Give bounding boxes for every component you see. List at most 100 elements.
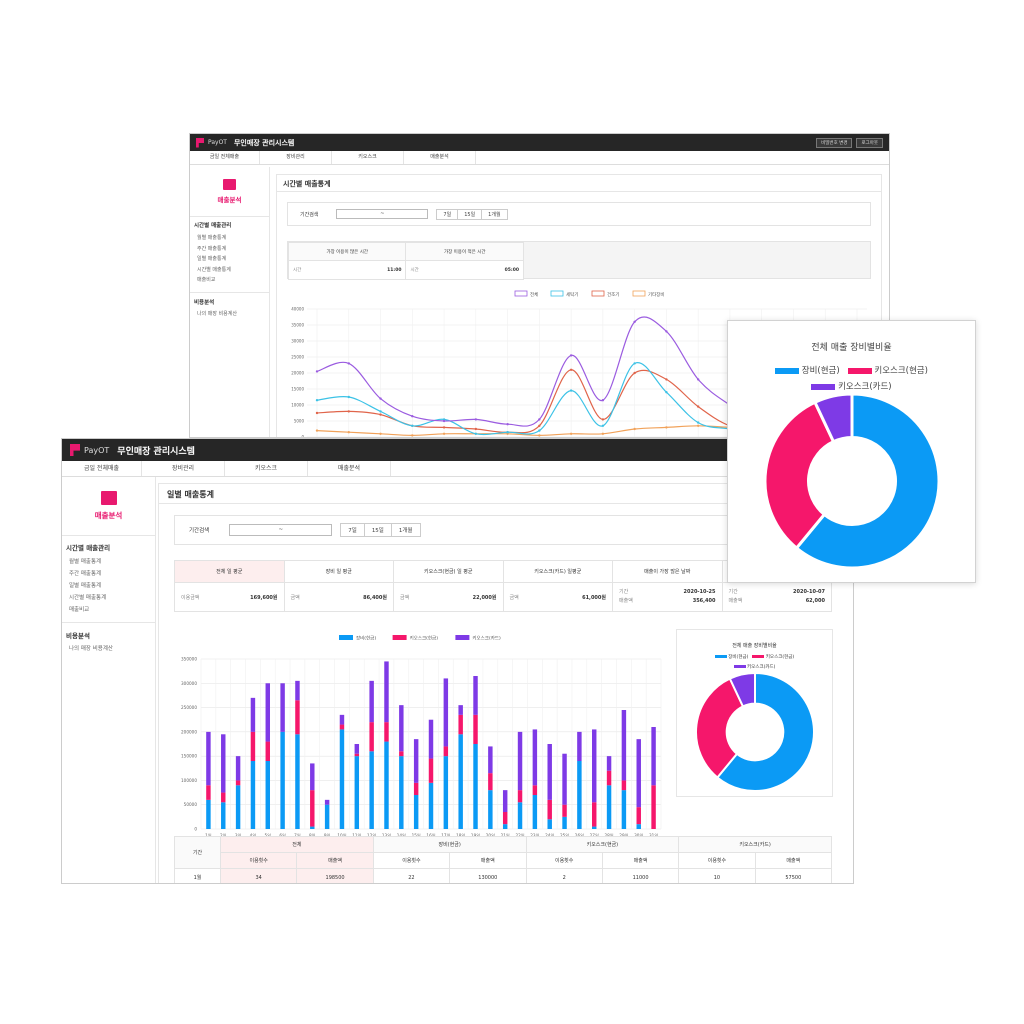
zoomed-legend-card: 키오스크(카드) bbox=[838, 382, 892, 392]
sidebar-section-time: 시간별 매출관리 bbox=[194, 223, 232, 229]
nav-equipment-front[interactable]: 장비관리 bbox=[142, 461, 225, 476]
zoomed-pie-legend: 장비(현금) 키오스크(현금) 키오스크(카드) bbox=[728, 364, 975, 392]
bar-x-tick: 23일 bbox=[530, 832, 539, 838]
bar-legend-label: 키오스크(현금) bbox=[410, 635, 439, 642]
front-period-label: 기간검색 bbox=[189, 528, 210, 534]
bar-y-tick: 150000 bbox=[181, 754, 197, 759]
bar-segment-0 bbox=[250, 761, 256, 829]
legend-swatch-cash bbox=[752, 655, 765, 658]
bar-legend-swatch bbox=[392, 635, 407, 640]
bar-y-tick: 0 bbox=[194, 827, 197, 832]
bar-segment-2 bbox=[295, 680, 300, 701]
front-nav: 금일 전체매출 장비관리 키오스크 매출분석 bbox=[62, 461, 853, 477]
sidebar-link-hourly-front[interactable]: 시간별 매출통계 bbox=[69, 595, 107, 601]
table-cell-count-cash: 2 bbox=[525, 868, 603, 883]
nav-equipment[interactable]: 장비관리 bbox=[260, 151, 332, 164]
bar-x-tick: 4일 bbox=[250, 832, 257, 838]
front-1month-button[interactable]: 1개월 bbox=[390, 523, 421, 537]
table-head-kiosk-cash: 키오스크(현금) bbox=[525, 836, 680, 853]
table-cell-amount-equip: 130000 bbox=[449, 868, 527, 883]
donut-slice-1 bbox=[695, 677, 745, 779]
sidebar-link-weekly-front[interactable]: 주간 매출통계 bbox=[69, 571, 102, 577]
bar-legend-label: 키오스크(카드) bbox=[472, 635, 501, 642]
bar-segment-0 bbox=[235, 785, 241, 829]
small-legend-card: 키오스크(카드) bbox=[747, 665, 776, 670]
password-change-button[interactable]: 비밀번호 변경 bbox=[816, 137, 853, 148]
line-point bbox=[347, 395, 350, 399]
bar-segment-1 bbox=[458, 714, 463, 735]
bar-x-tick: 24일 bbox=[545, 832, 554, 838]
sidebar-link-daily-front[interactable]: 일별 매출통계 bbox=[69, 583, 102, 589]
bar-segment-0 bbox=[354, 756, 360, 829]
line-point bbox=[601, 424, 605, 427]
back-15day-button[interactable]: 15일 bbox=[457, 208, 483, 220]
stat-label-best-date: 기간 bbox=[619, 589, 629, 595]
sidebar-link-compare[interactable]: 매출비교 bbox=[197, 277, 216, 283]
table-row[interactable]: 1월 34 198500 22 130000 2 11000 10 57500 bbox=[174, 868, 833, 883]
stat-head-kiosk-card-avg: 키오스크(카드) 일평균 bbox=[502, 560, 613, 583]
nav-today-sales-front[interactable]: 금일 전체매출 bbox=[62, 461, 142, 476]
line-point bbox=[665, 330, 668, 333]
line-point bbox=[633, 362, 636, 365]
sidebar-link-compare-front[interactable]: 매출비교 bbox=[69, 607, 90, 613]
bar-segment-0 bbox=[221, 802, 226, 829]
front-15day-button[interactable]: 15일 bbox=[363, 523, 392, 537]
back-main-card: 시간별 매출통계 기간검색 ~ 7일 15일 1개월 가장 이용이 많은 시간 가… bbox=[276, 174, 882, 437]
sidebar-link-daily[interactable]: 일별 매출통계 bbox=[197, 256, 227, 262]
bar-segment-0 bbox=[295, 734, 300, 829]
bar-x-tick: 8일 bbox=[309, 832, 316, 838]
back-stats-table: 가장 이용이 많은 시간 가장 이용이 적은 시간 시간 11:00 시간 05:00 bbox=[287, 242, 525, 280]
bar-segment-2 bbox=[354, 744, 360, 754]
nav-sales-analysis[interactable]: 매출분석 bbox=[404, 151, 476, 164]
small-donut-chart bbox=[695, 672, 815, 792]
stat-label-worst-amount: 매출액 bbox=[728, 598, 743, 604]
table-sub-amount-total: 매출액 bbox=[296, 852, 374, 869]
line-point bbox=[601, 418, 605, 421]
bar-x-tick: 31일 bbox=[649, 832, 658, 838]
line-point bbox=[442, 419, 446, 423]
sidebar-link-cost-calc[interactable]: 나의 매장 비용계산 bbox=[197, 310, 237, 317]
stat-value-total: 169,600원 bbox=[229, 582, 285, 612]
bar-y-tick: 50000 bbox=[184, 802, 198, 807]
sidebar-section-time-front: 시간별 매출관리 bbox=[66, 544, 111, 552]
bar-legend-swatch bbox=[455, 635, 470, 640]
sidebar-link-monthly-front[interactable]: 월별 매출통계 bbox=[69, 559, 102, 565]
table-head-total: 전체 bbox=[220, 836, 374, 853]
nav-today-sales[interactable]: 금일 전체매출 bbox=[190, 151, 260, 164]
line-y-tick: 15000 bbox=[291, 387, 304, 392]
bar-segment-2 bbox=[458, 705, 463, 715]
bar-segment-2 bbox=[621, 710, 627, 781]
sidebar-link-cost-calc-front[interactable]: 나의 매장 비용계산 bbox=[69, 646, 113, 652]
back-stat-label-2: 시간 bbox=[405, 260, 454, 280]
sidebar-link-hourly[interactable]: 시간별 매출통계 bbox=[197, 266, 231, 273]
bar-segment-2 bbox=[369, 680, 374, 723]
sidebar-link-monthly[interactable]: 월별 매출통계 bbox=[197, 235, 227, 241]
nav-kiosk-front[interactable]: 키오스크 bbox=[225, 461, 308, 476]
bar-segment-0 bbox=[310, 826, 315, 829]
table-head-equip: 장비(현금) bbox=[372, 836, 527, 853]
bar-legend-swatch bbox=[339, 635, 353, 640]
bar-x-tick: 9일 bbox=[324, 832, 331, 838]
stat-head-kiosk-cash-avg: 키오스크(현금) 일 평균 bbox=[393, 560, 504, 583]
table-cell-count-equip: 22 bbox=[372, 868, 451, 883]
line-point bbox=[696, 405, 700, 408]
back-7day-button[interactable]: 7일 bbox=[436, 208, 459, 220]
line-legend-label: 전체 bbox=[530, 291, 538, 298]
line-y-tick: 40000 bbox=[291, 307, 304, 312]
bar-segment-0 bbox=[577, 761, 582, 829]
sidebar-link-weekly[interactable]: 주간 매출통계 bbox=[197, 245, 227, 252]
bar-x-tick: 19일 bbox=[471, 832, 480, 838]
logout-button[interactable]: 로그아웃 bbox=[856, 137, 883, 148]
bar-segment-1 bbox=[413, 782, 419, 795]
back-date-range-input[interactable]: ~ bbox=[336, 209, 429, 219]
back-1month-button[interactable]: 1개월 bbox=[481, 208, 508, 220]
nav-sales-analysis-front[interactable]: 매출분석 bbox=[308, 461, 391, 476]
nav-kiosk[interactable]: 키오스크 bbox=[332, 151, 404, 164]
front-sidebar: 매출분석 시간별 매출관리 월별 매출통계 주간 매출통계 일별 매출통계 시간… bbox=[62, 477, 156, 883]
front-date-range-input[interactable]: ~ bbox=[229, 524, 333, 536]
donut-slice-1 bbox=[764, 400, 836, 551]
back-page-title: 시간별 매출통계 bbox=[277, 175, 881, 192]
front-7day-button[interactable]: 7일 bbox=[340, 523, 365, 537]
line-point bbox=[379, 397, 382, 400]
bar-segment-1 bbox=[443, 746, 449, 757]
